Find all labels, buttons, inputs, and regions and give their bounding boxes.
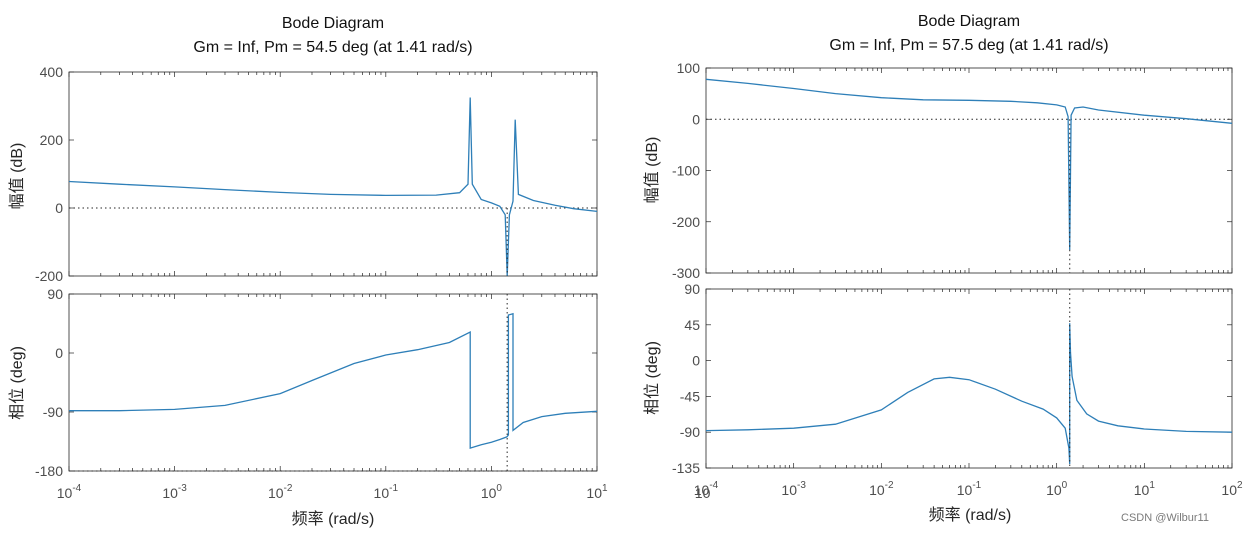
right-magnitude-ytick-label: -300	[672, 265, 700, 281]
right-phase-axes: 相位 (deg) 90 45 0 -45 -90 -135	[643, 281, 1233, 476]
left-phase-frame	[68, 293, 598, 472]
left-magnitude-ytick-label: 0	[55, 200, 63, 216]
right-phase-ytick-label: -45	[680, 388, 700, 404]
left-magnitude-ytick-label: -200	[35, 268, 63, 284]
left-x-tick-labels: 10-4 10-3 10-2 10-1 100 101 10	[57, 483, 711, 501]
right-magnitude-axes: 幅值 (dB) 100 0 -100 -200 -300	[643, 60, 1233, 281]
left-magnitude-ytick-label: 200	[40, 132, 64, 148]
left-magnitude-ytick-label: 400	[40, 64, 64, 80]
right-magnitude-ylabel: 幅值 (dB)	[643, 137, 661, 204]
right-magnitude-series-line	[705, 78, 1233, 250]
left-chart-subtitle: Gm = Inf, Pm = 54.5 deg (at 1.41 rad/s)	[193, 39, 472, 56]
left-xtick-label: 10	[695, 485, 711, 501]
right-xtick-label: 100	[1046, 480, 1068, 498]
right-phase-series-line	[705, 323, 1233, 465]
right-phase-ytick-label: 45	[684, 317, 700, 333]
right-xtick-label: 101	[1134, 480, 1156, 498]
right-xtick-label: 10-4	[694, 480, 719, 498]
left-xtick-label: 10-3	[162, 483, 187, 501]
left-phase-ylabel: 相位 (deg)	[8, 346, 26, 420]
right-phase-ytick-label: -90	[680, 424, 700, 440]
left-phase-axes: 相位 (deg) 90 0 -90 -180	[8, 286, 598, 479]
right-phase-frame	[705, 288, 1233, 469]
right-xtick-label: 10-2	[869, 480, 894, 498]
right-magnitude-ytick-label: -100	[672, 163, 700, 179]
right-magnitude-frame	[705, 67, 1233, 274]
left-xtick-label: 100	[481, 483, 503, 501]
left-magnitude-axes: 幅值 (dB) 400 200 0 -200	[8, 64, 598, 284]
right-phase-ytick-label: 0	[692, 353, 700, 369]
right-xlabel: 频率 (rad/s)	[929, 506, 1012, 524]
right-chart-title: Bode Diagram	[918, 13, 1020, 30]
left-xtick-label: 10-1	[374, 483, 399, 501]
left-magnitude-ylabel: 幅值 (dB)	[8, 143, 26, 210]
left-chart-title: Bode Diagram	[282, 15, 384, 32]
right-magnitude-ytick-label: 100	[677, 60, 701, 76]
right-phase-ylabel: 相位 (deg)	[643, 341, 661, 415]
left-phase-ytick-label: 90	[47, 286, 63, 302]
left-xtick-label: 10-4	[57, 483, 82, 501]
right-phase-ytick-label: 90	[684, 281, 700, 297]
left-phase-ytick-label: 0	[55, 345, 63, 361]
right-chart-subtitle: Gm = Inf, Pm = 57.5 deg (at 1.41 rad/s)	[829, 37, 1108, 54]
right-xtick-label: 10-3	[781, 480, 806, 498]
right-x-tick-labels: 10-4 10-3 10-2 10-1 100 101 102	[694, 480, 1243, 498]
right-xtick-label: 10-1	[957, 480, 982, 498]
right-figure: Bode Diagram Gm = Inf, Pm = 57.5 deg (at…	[643, 13, 1243, 524]
left-phase-ytick-label: -180	[35, 463, 63, 479]
watermark-text: CSDN @Wilbur11	[1121, 512, 1209, 524]
left-figure: Bode Diagram Gm = Inf, Pm = 54.5 deg (at…	[8, 15, 711, 528]
left-phase-ytick-label: -90	[43, 404, 63, 420]
right-phase-ytick-label: -135	[672, 460, 700, 476]
right-magnitude-ytick-label: -200	[672, 214, 700, 230]
left-xtick-label: 101	[586, 483, 608, 501]
left-xtick-label: 10-2	[268, 483, 293, 501]
right-magnitude-ytick-label: 0	[692, 111, 700, 127]
left-phase-series-line	[69, 312, 598, 449]
right-xtick-label: 102	[1221, 480, 1243, 498]
left-magnitude-series-line	[68, 97, 598, 277]
left-xlabel: 频率 (rad/s)	[292, 510, 375, 528]
